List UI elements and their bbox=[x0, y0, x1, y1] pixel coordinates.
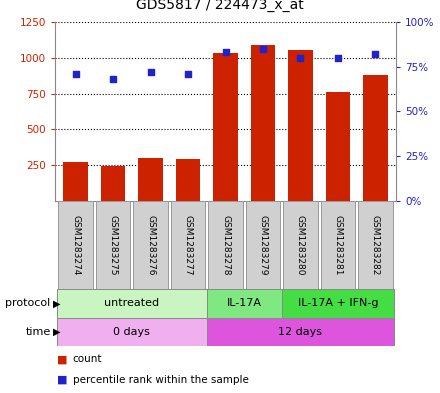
Bar bbox=[138, 158, 163, 201]
Bar bbox=[246, 201, 280, 289]
Point bbox=[372, 51, 379, 57]
Text: count: count bbox=[73, 354, 102, 364]
Bar bbox=[358, 201, 392, 289]
Text: GSM1283281: GSM1283281 bbox=[334, 215, 342, 275]
Text: GSM1283275: GSM1283275 bbox=[109, 215, 117, 275]
Point bbox=[297, 55, 304, 61]
Point bbox=[110, 76, 117, 83]
Bar bbox=[208, 201, 243, 289]
Point bbox=[184, 71, 191, 77]
Text: GSM1283279: GSM1283279 bbox=[258, 215, 268, 275]
Text: ■: ■ bbox=[57, 354, 68, 364]
Point bbox=[334, 55, 341, 61]
Bar bbox=[288, 50, 313, 201]
Bar bbox=[251, 45, 275, 201]
Text: GSM1283276: GSM1283276 bbox=[146, 215, 155, 275]
Text: 12 days: 12 days bbox=[279, 327, 323, 337]
Bar bbox=[321, 201, 355, 289]
Text: IL-17A: IL-17A bbox=[227, 298, 262, 309]
Text: ▶: ▶ bbox=[53, 298, 61, 309]
Bar bbox=[207, 318, 394, 346]
Point bbox=[260, 46, 267, 52]
Text: 0 days: 0 days bbox=[114, 327, 150, 337]
Bar bbox=[133, 201, 168, 289]
Text: GSM1283282: GSM1283282 bbox=[371, 215, 380, 275]
Bar bbox=[171, 201, 205, 289]
Text: protocol: protocol bbox=[5, 298, 51, 309]
Bar bbox=[96, 201, 130, 289]
Text: time: time bbox=[26, 327, 51, 337]
Point bbox=[72, 71, 79, 77]
Bar bbox=[63, 162, 88, 201]
Bar bbox=[57, 289, 207, 318]
Bar bbox=[363, 75, 388, 201]
Text: IL-17A + IFN-g: IL-17A + IFN-g bbox=[298, 298, 378, 309]
Text: ■: ■ bbox=[57, 375, 68, 385]
Bar bbox=[213, 53, 238, 201]
Bar bbox=[207, 289, 282, 318]
Bar bbox=[283, 201, 318, 289]
Text: GDS5817 / 224473_x_at: GDS5817 / 224473_x_at bbox=[136, 0, 304, 12]
Text: percentile rank within the sample: percentile rank within the sample bbox=[73, 375, 249, 385]
Text: GSM1283277: GSM1283277 bbox=[183, 215, 193, 275]
Point bbox=[222, 49, 229, 55]
Bar bbox=[57, 318, 207, 346]
Bar bbox=[176, 159, 200, 201]
Bar bbox=[101, 166, 125, 201]
Bar bbox=[59, 201, 93, 289]
Text: untreated: untreated bbox=[104, 298, 159, 309]
Bar bbox=[326, 92, 350, 201]
Text: GSM1283278: GSM1283278 bbox=[221, 215, 230, 275]
Text: GSM1283280: GSM1283280 bbox=[296, 215, 305, 275]
Text: ▶: ▶ bbox=[53, 327, 61, 337]
Text: GSM1283274: GSM1283274 bbox=[71, 215, 80, 275]
Point bbox=[147, 69, 154, 75]
Bar bbox=[282, 289, 394, 318]
